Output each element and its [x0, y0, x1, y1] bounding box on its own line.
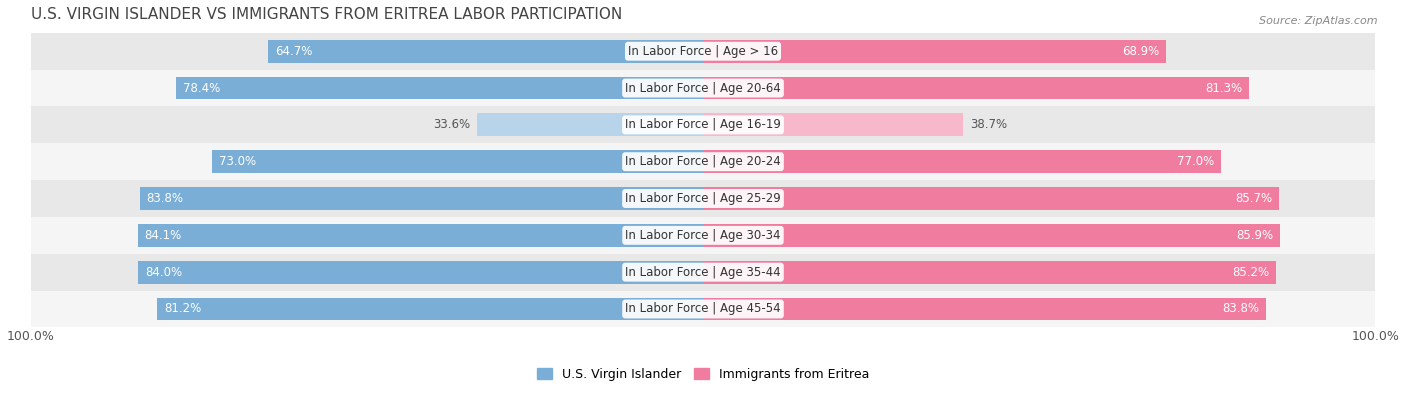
- Bar: [477, 113, 703, 136]
- Text: 83.8%: 83.8%: [146, 192, 184, 205]
- Bar: [31, 291, 1375, 327]
- Text: 85.9%: 85.9%: [1236, 229, 1274, 242]
- Text: In Labor Force | Age 25-29: In Labor Force | Age 25-29: [626, 192, 780, 205]
- Bar: [703, 40, 1166, 63]
- Bar: [31, 143, 1375, 180]
- Bar: [703, 150, 1220, 173]
- Bar: [703, 113, 963, 136]
- Bar: [31, 217, 1375, 254]
- Bar: [31, 33, 1375, 70]
- Text: 77.0%: 77.0%: [1177, 155, 1213, 168]
- Bar: [703, 77, 1250, 100]
- Bar: [138, 224, 703, 247]
- Text: In Labor Force | Age 35-44: In Labor Force | Age 35-44: [626, 266, 780, 278]
- Bar: [31, 70, 1375, 107]
- Text: 83.8%: 83.8%: [1222, 303, 1260, 316]
- Text: In Labor Force | Age 16-19: In Labor Force | Age 16-19: [626, 118, 780, 132]
- Bar: [703, 187, 1279, 210]
- Text: 33.6%: 33.6%: [433, 118, 471, 132]
- Text: 68.9%: 68.9%: [1122, 45, 1160, 58]
- Bar: [157, 297, 703, 320]
- Bar: [138, 261, 703, 284]
- Bar: [31, 180, 1375, 217]
- Text: In Labor Force | Age > 16: In Labor Force | Age > 16: [628, 45, 778, 58]
- Text: 64.7%: 64.7%: [274, 45, 312, 58]
- Text: U.S. VIRGIN ISLANDER VS IMMIGRANTS FROM ERITREA LABOR PARTICIPATION: U.S. VIRGIN ISLANDER VS IMMIGRANTS FROM …: [31, 7, 621, 22]
- Bar: [176, 77, 703, 100]
- Bar: [703, 297, 1267, 320]
- Text: 84.0%: 84.0%: [145, 266, 183, 278]
- Text: 85.2%: 85.2%: [1232, 266, 1270, 278]
- Text: 38.7%: 38.7%: [970, 118, 1007, 132]
- Bar: [139, 187, 703, 210]
- Legend: U.S. Virgin Islander, Immigrants from Eritrea: U.S. Virgin Islander, Immigrants from Er…: [531, 363, 875, 386]
- Text: 73.0%: 73.0%: [219, 155, 256, 168]
- Text: Source: ZipAtlas.com: Source: ZipAtlas.com: [1260, 16, 1378, 26]
- Text: 81.3%: 81.3%: [1205, 81, 1243, 94]
- Bar: [703, 224, 1281, 247]
- Text: 81.2%: 81.2%: [165, 303, 201, 316]
- Text: In Labor Force | Age 45-54: In Labor Force | Age 45-54: [626, 303, 780, 316]
- Text: 85.7%: 85.7%: [1234, 192, 1272, 205]
- Text: 84.1%: 84.1%: [145, 229, 181, 242]
- Text: In Labor Force | Age 20-24: In Labor Force | Age 20-24: [626, 155, 780, 168]
- Text: In Labor Force | Age 30-34: In Labor Force | Age 30-34: [626, 229, 780, 242]
- Bar: [703, 261, 1275, 284]
- Bar: [31, 254, 1375, 291]
- Bar: [212, 150, 703, 173]
- Bar: [31, 107, 1375, 143]
- Text: 78.4%: 78.4%: [183, 81, 219, 94]
- Text: In Labor Force | Age 20-64: In Labor Force | Age 20-64: [626, 81, 780, 94]
- Bar: [269, 40, 703, 63]
